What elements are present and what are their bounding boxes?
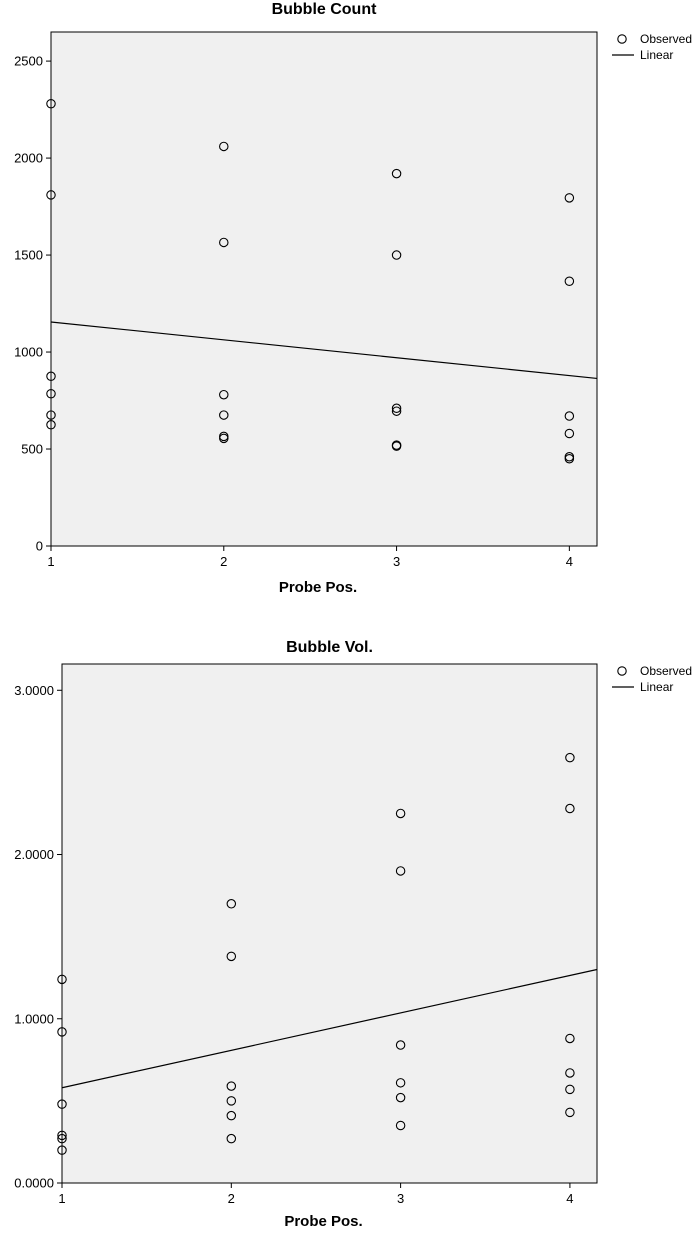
- chart1-xtick-label: 2: [220, 554, 227, 569]
- chart1-point: [46, 410, 56, 420]
- chart2-xtick-label: 2: [228, 1191, 235, 1206]
- chart1-point: [391, 403, 402, 414]
- chart1-legend-observed-label: Observed: [640, 32, 692, 46]
- chart2-point: [57, 1027, 67, 1037]
- chart1-xlabel: Probe Pos.: [279, 579, 357, 596]
- chart2-point: [57, 1099, 67, 1109]
- chart2-title: Bubble Vol.: [286, 639, 373, 656]
- chart1-ytick-label: 2500: [14, 54, 43, 69]
- chart1-point: [219, 389, 229, 400]
- chart1-point: [46, 371, 56, 382]
- chart1-point: [564, 428, 575, 439]
- chart1-point: [391, 168, 402, 179]
- chart2-xtick-label: 3: [397, 1191, 404, 1206]
- chart2-point: [565, 1033, 575, 1044]
- chart2-point: [57, 974, 67, 985]
- chart1-ytick-label: 500: [21, 442, 43, 457]
- chart2-linear-line: [61, 968, 598, 1089]
- chart1-ytick-label: 1000: [14, 345, 43, 360]
- chart2-point: [395, 1040, 406, 1050]
- chart2-point: [565, 803, 575, 814]
- chart1-plot-area: [50, 31, 598, 547]
- chart1-xtick-label: 1: [47, 554, 54, 569]
- chart1-point: [219, 410, 229, 420]
- chart2-point: [226, 1081, 237, 1091]
- chart2-point: [565, 1084, 575, 1095]
- chart2-legend-observed-label: Observed: [640, 664, 692, 678]
- chart2-point: [226, 1096, 237, 1106]
- chart2-point: [57, 1133, 67, 1144]
- chart1-point: [391, 406, 402, 416]
- chart1-title: Bubble Count: [272, 1, 378, 18]
- chart1-point: [564, 411, 575, 421]
- chart1-ytick-label: 1500: [14, 248, 43, 263]
- chart2-point: [226, 1110, 237, 1121]
- chart2-point: [565, 752, 575, 763]
- chart2-plot-area: [61, 663, 598, 1184]
- chart2-point: [565, 1068, 575, 1078]
- chart1-point: [46, 190, 56, 200]
- chart1-point: [564, 276, 575, 286]
- chart2-point: [226, 951, 237, 962]
- chart1-point: [391, 250, 402, 260]
- chart1-point: [46, 420, 56, 430]
- chart1-ytick-label: 2000: [14, 151, 43, 166]
- chart2-point: [395, 866, 406, 876]
- chart1-linear-line: [50, 321, 598, 380]
- chart2-point: [226, 899, 237, 909]
- chart2-ytick-label: 1.0000: [14, 1011, 54, 1026]
- chart1-point: [391, 441, 402, 451]
- chart1-ytick-label: 0: [36, 539, 43, 554]
- chart1-legend-observed-marker: [617, 34, 627, 44]
- chart1-xtick-label: 3: [393, 554, 400, 569]
- chart2-xtick-label: 4: [566, 1191, 573, 1206]
- chart2-legend-observed-marker: [617, 666, 627, 676]
- chart1-point: [564, 453, 575, 464]
- chart2-point: [226, 1133, 237, 1144]
- chart2-ytick-label: 0.0000: [14, 1176, 54, 1191]
- chart2-point: [57, 1130, 67, 1141]
- chart1-point: [46, 388, 56, 399]
- chart2-ytick-label: 2.0000: [14, 847, 54, 862]
- chart2-point: [395, 1120, 406, 1131]
- chart1-xtick-label: 4: [566, 554, 573, 569]
- chart2-legend-linear-label: Linear: [640, 680, 673, 694]
- chart2-ytick-label: 3.0000: [14, 683, 54, 698]
- chart2-point: [395, 1092, 406, 1103]
- chart1-point: [46, 99, 56, 109]
- chart2-point: [565, 1107, 575, 1118]
- chart2-point: [395, 1078, 406, 1088]
- chart2-point: [395, 808, 406, 819]
- chart1-point: [219, 141, 229, 152]
- chart2-xlabel: Probe Pos.: [284, 1213, 362, 1230]
- chart1-legend-linear-label: Linear: [640, 48, 673, 62]
- chart1-point: [219, 433, 229, 444]
- chart2-point: [57, 1145, 67, 1155]
- chart2-xtick-label: 1: [58, 1191, 65, 1206]
- chart1-point: [564, 193, 575, 203]
- chart1-point: [219, 237, 229, 248]
